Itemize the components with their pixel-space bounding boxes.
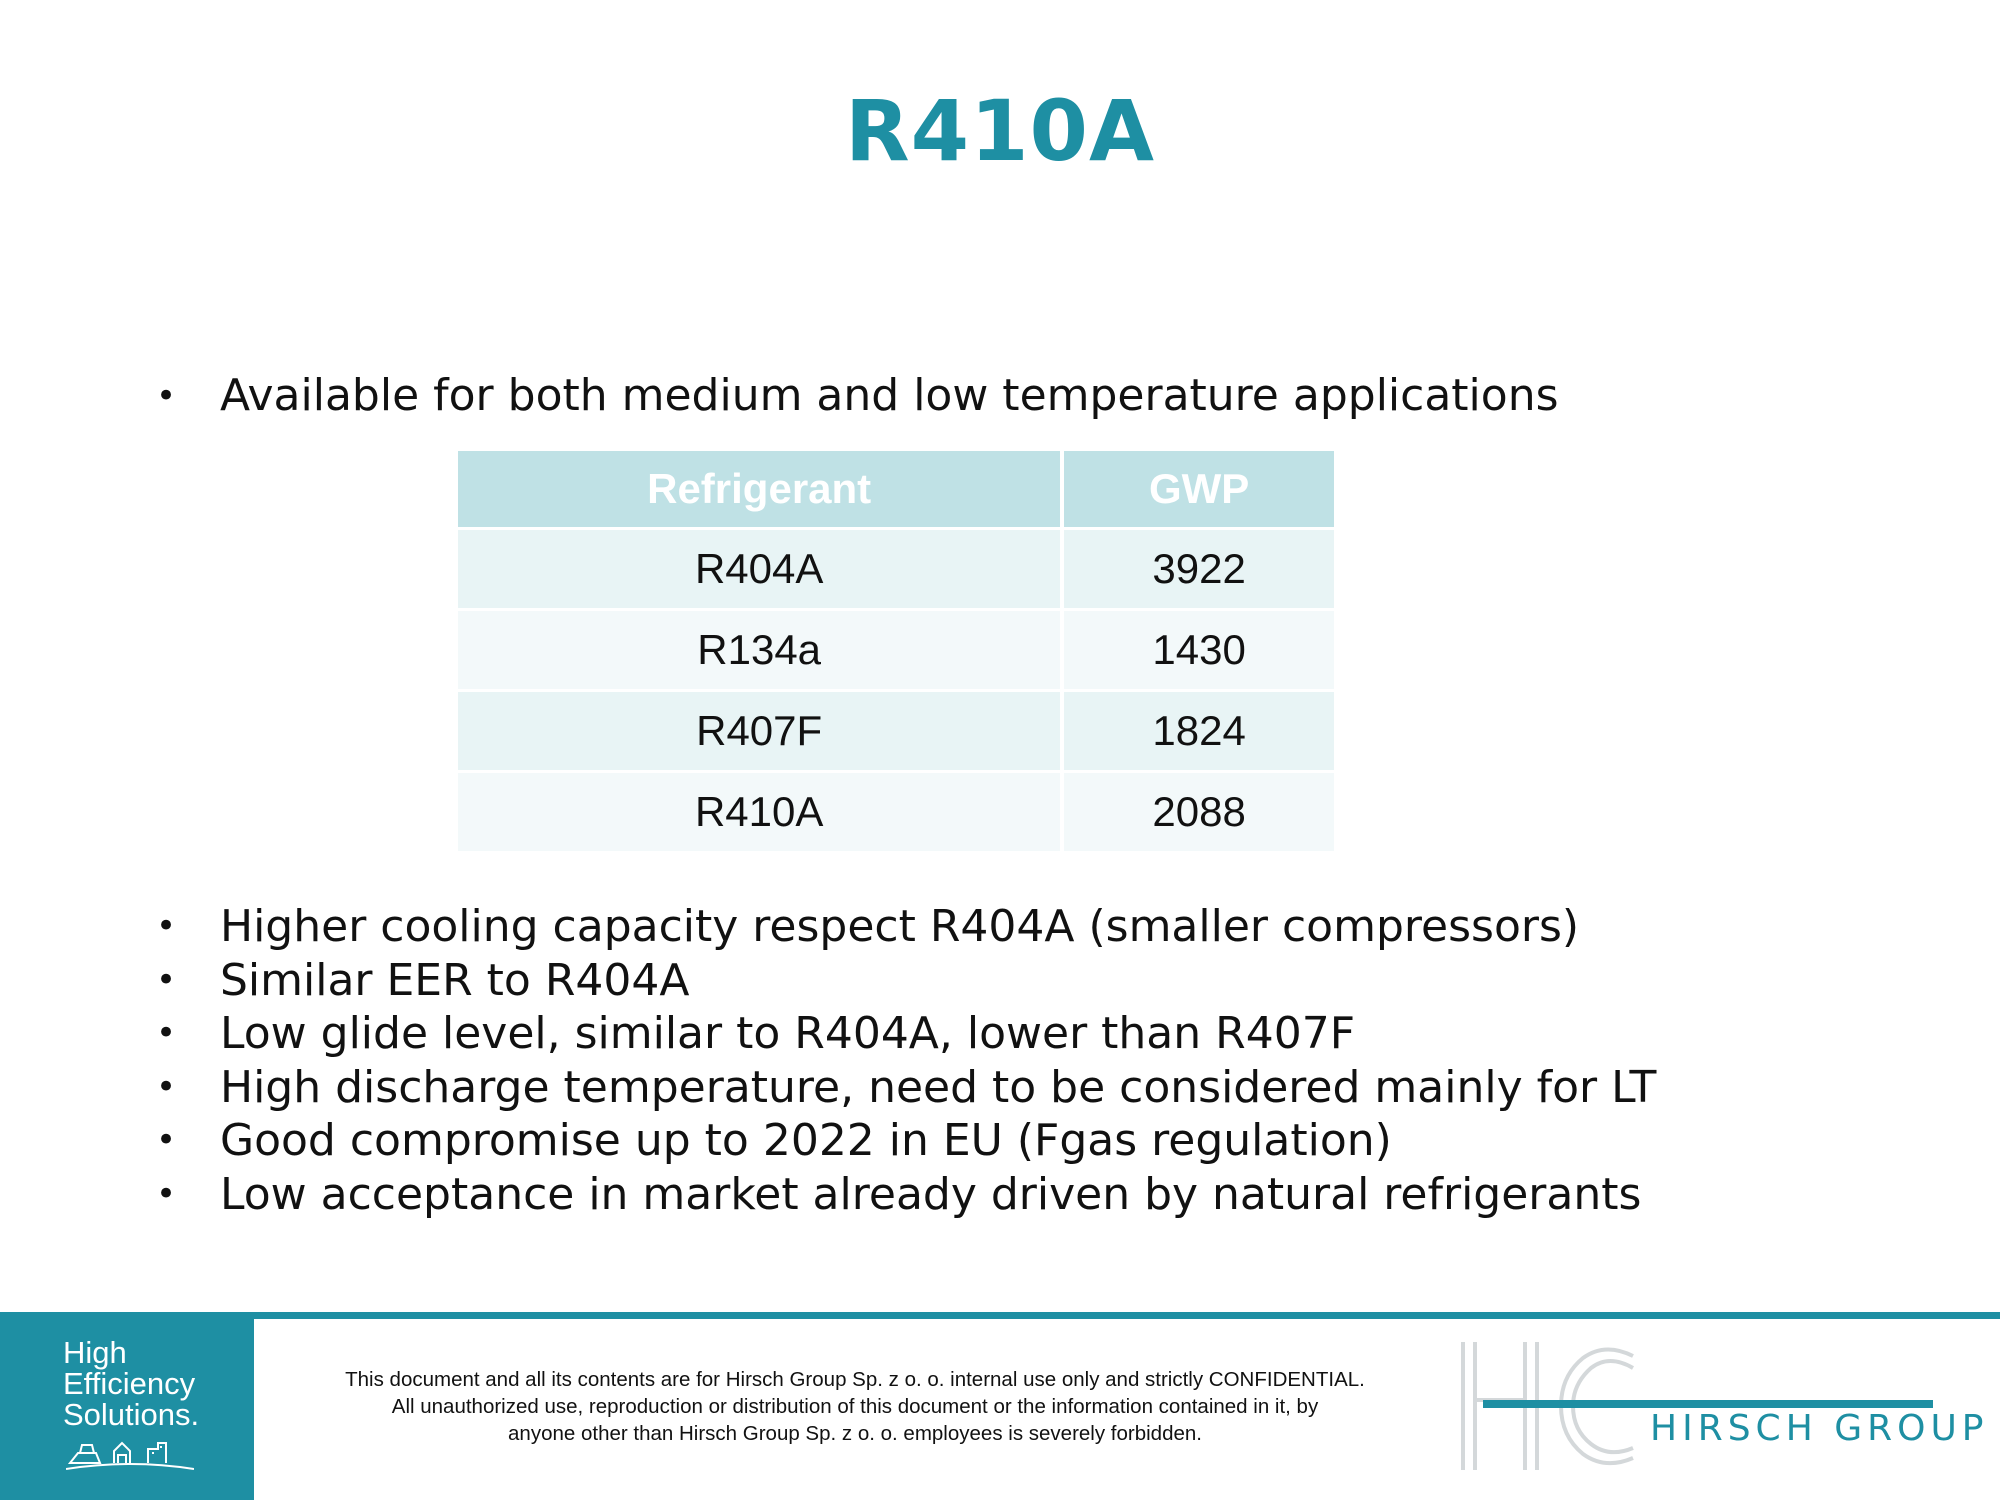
- hes-logo-line: Efficiency: [63, 1366, 196, 1401]
- footer-divider: [0, 1312, 2000, 1319]
- refrigerant-gwp-table: Refrigerant GWP R404A 3922 R134a 1430 R4…: [454, 448, 1338, 854]
- intro-bullet-list: • Available for both medium and low temp…: [150, 368, 1559, 424]
- column-header-gwp: GWP: [1064, 451, 1334, 527]
- hirsch-group-logo-icon: [1461, 1342, 1933, 1470]
- column-header-refrigerant: Refrigerant: [458, 451, 1061, 527]
- refrigerant-cell: R404A: [458, 530, 1061, 608]
- hes-logo-text: High Efficiency Solutions.: [63, 1337, 199, 1430]
- bullet-text: Higher cooling capacity respect R404A (s…: [220, 901, 1580, 952]
- bullet-text: High discharge temperature, need to be c…: [220, 1061, 1657, 1113]
- hes-logo-line: Solutions.: [63, 1397, 200, 1432]
- bullet-text: Good compromise up to 2022 in EU (Fgas r…: [220, 1115, 1392, 1166]
- bullet-dot-icon: •: [156, 1013, 177, 1053]
- high-efficiency-solutions-logo: [0, 1312, 254, 1500]
- bullet-text: Available for both medium and low temper…: [220, 370, 1559, 421]
- table-row: R134a 1430: [458, 611, 1334, 689]
- bullet-item: • Available for both medium and low temp…: [150, 368, 1559, 424]
- page-title: R410A: [844, 82, 1156, 180]
- refrigerant-cell: R407F: [458, 692, 1061, 770]
- bullet-item: • Similar EER to R404A: [150, 954, 1656, 1008]
- bullet-dot-icon: •: [156, 376, 177, 416]
- bullet-dot-icon: •: [156, 959, 177, 1000]
- confidentiality-disclaimer: This document and all its contents are f…: [270, 1366, 1440, 1447]
- bullet-item: • Low acceptance in market already drive…: [150, 1168, 1656, 1222]
- bullet-item: • Higher cooling capacity respect R404A …: [150, 900, 1656, 954]
- bullet-dot-icon: •: [156, 1066, 177, 1107]
- disclaimer-line: This document and all its contents are f…: [345, 1368, 1365, 1391]
- bullet-dot-icon: •: [156, 1173, 177, 1214]
- hes-logo-line: High: [63, 1335, 127, 1370]
- bullet-item: • High discharge temperature, need to be…: [150, 1061, 1656, 1115]
- table-header-row: Refrigerant GWP: [458, 451, 1334, 527]
- hirsch-group-wordmark: HIRSCH GROUP: [1650, 1408, 1989, 1449]
- gwp-cell: 3922: [1064, 530, 1334, 608]
- refrigerant-cell: R134a: [458, 611, 1061, 689]
- table-row: R404A 3922: [458, 530, 1334, 608]
- bullet-dot-icon: •: [156, 906, 177, 946]
- refrigerant-cell: R410A: [458, 773, 1061, 851]
- table-row: R410A 2088: [458, 773, 1334, 851]
- buildings-icon: [66, 1441, 194, 1470]
- gwp-cell: 1824: [1064, 692, 1334, 770]
- feature-bullet-list: • Higher cooling capacity respect R404A …: [150, 900, 1656, 1221]
- bullet-item: • Good compromise up to 2022 in EU (Fgas…: [150, 1114, 1656, 1168]
- disclaimer-line: anyone other than Hirsch Group Sp. z o. …: [508, 1422, 1202, 1445]
- gwp-cell: 2088: [1064, 773, 1334, 851]
- bullet-item: • Low glide level, similar to R404A, low…: [150, 1007, 1656, 1061]
- disclaimer-line: All unauthorized use, reproduction or di…: [391, 1395, 1319, 1418]
- gwp-cell: 1430: [1064, 611, 1334, 689]
- table-row: R407F 1824: [458, 692, 1334, 770]
- bullet-text: Low glide level, similar to R404A, lower…: [220, 1008, 1355, 1059]
- bullet-dot-icon: •: [156, 1120, 177, 1160]
- bullet-text: Similar EER to R404A: [220, 954, 690, 1006]
- bullet-text: Low acceptance in market already driven …: [220, 1168, 1642, 1220]
